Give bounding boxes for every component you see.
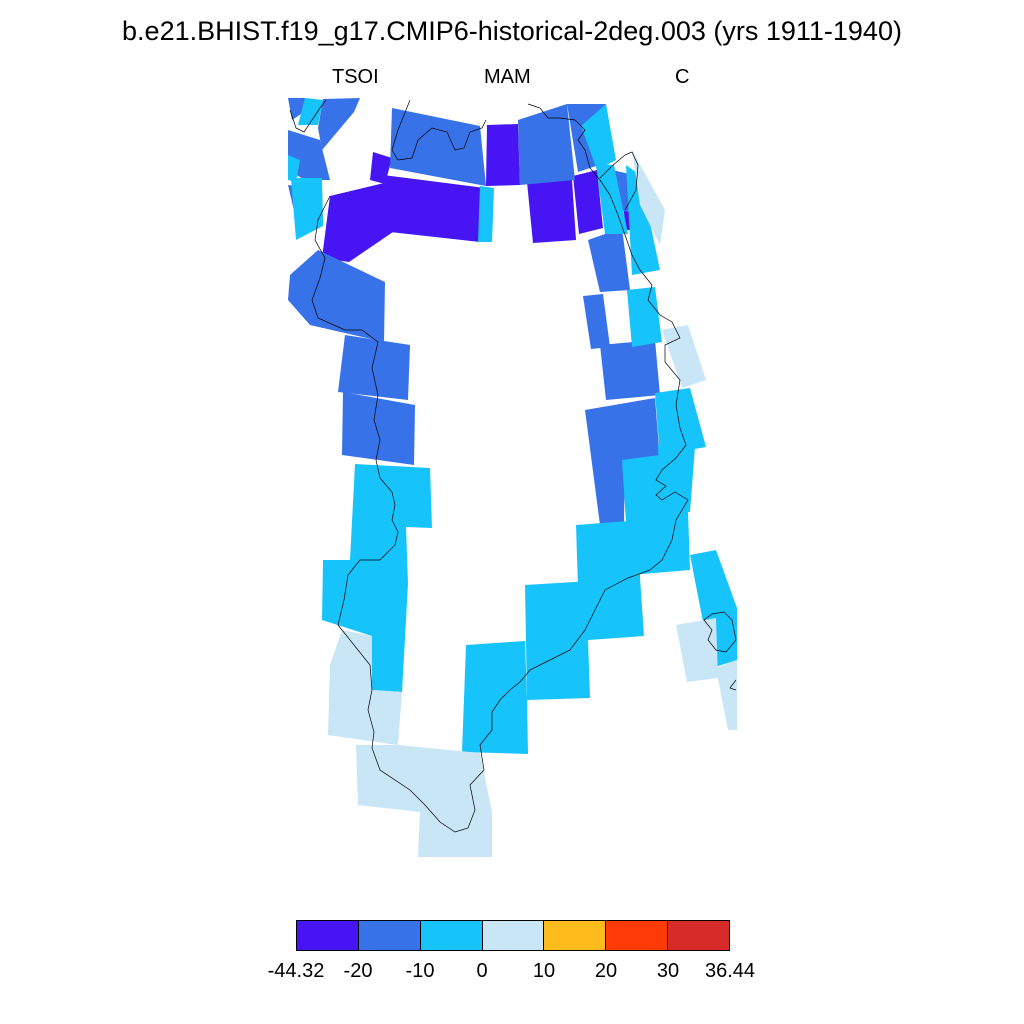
colorbar-label: -44.32 <box>267 960 325 982</box>
map-cell <box>583 294 610 349</box>
colorbar-label: 10 <box>532 960 556 982</box>
map-cell <box>576 520 640 588</box>
map-cell <box>318 98 360 150</box>
coastline-path <box>289 99 327 133</box>
coastline <box>289 99 737 833</box>
colorbar-box <box>357 920 421 951</box>
colorbar-label: 20 <box>594 960 618 982</box>
map-cell <box>596 164 628 234</box>
coastline-path <box>311 103 689 833</box>
map-cell <box>573 170 603 234</box>
map-cell <box>581 104 616 170</box>
map-cell <box>600 340 660 400</box>
colorbar-label: 30 <box>656 960 680 982</box>
map-cell <box>322 464 432 692</box>
map-cell <box>588 228 630 292</box>
map-cell <box>342 392 415 465</box>
map-cell <box>370 152 392 184</box>
map-cell <box>527 180 576 243</box>
map-cell <box>390 108 486 186</box>
map-cell <box>676 618 718 682</box>
colorbar-labels: -44.32 -20 -10 0 10 20 30 36.44 <box>0 960 1024 990</box>
colorbar <box>296 920 731 951</box>
map-cell <box>288 155 300 182</box>
map-cell <box>525 578 644 700</box>
map-cell <box>632 150 665 245</box>
map-cell <box>518 104 575 185</box>
units-label: C <box>675 66 690 88</box>
map-cell <box>383 175 485 242</box>
map-cell <box>328 630 402 745</box>
coastline-path <box>703 611 737 653</box>
map-cell <box>291 178 323 240</box>
map-cell <box>716 660 737 730</box>
colorbar-label: -20 <box>343 960 373 982</box>
plot-title: b.e21.BHIST.f19_g17.CMIP6-historical-2de… <box>122 16 902 46</box>
map-cell <box>356 745 492 857</box>
map-cell <box>690 550 737 668</box>
colorbar-box <box>543 920 607 951</box>
coastline-path <box>391 99 487 161</box>
colorbar-box <box>667 920 731 951</box>
coastline-path <box>599 151 639 211</box>
coastline-path <box>729 679 737 691</box>
map-cell <box>338 335 410 400</box>
colorbar-box <box>419 920 483 951</box>
colorbar-box <box>481 920 545 951</box>
colorbar-label: 0 <box>476 960 488 982</box>
map-cell <box>298 98 323 125</box>
map-cells <box>288 98 737 857</box>
map-cell <box>288 250 385 342</box>
map-cell <box>627 287 662 347</box>
variable-label: TSOI <box>332 66 379 88</box>
map-cell <box>462 641 528 754</box>
map-cell <box>478 186 494 242</box>
colorbar-box <box>605 920 669 951</box>
map-cell <box>322 182 393 262</box>
colorbar-label: -10 <box>405 960 435 982</box>
map-cell <box>662 325 706 388</box>
map-cell <box>655 388 706 455</box>
map-cell <box>486 124 520 186</box>
season-label: MAM <box>484 66 531 88</box>
colorbar-box <box>296 920 359 951</box>
colorbar-label: 36.44 <box>704 960 756 982</box>
